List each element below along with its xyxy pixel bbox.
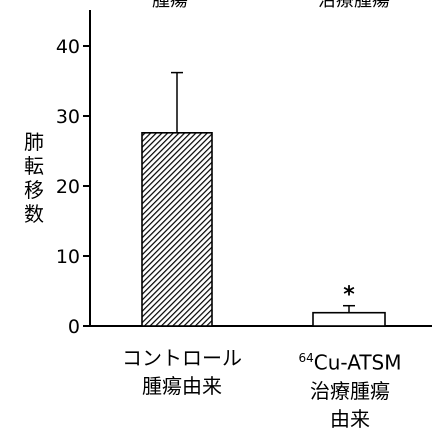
x-category-text: Cu-ATSM <box>313 350 402 375</box>
isotope-superscript: 64 <box>298 351 314 365</box>
y-tick-label: 10 <box>56 246 80 268</box>
x-category-line: 64Cu-ATSM <box>280 344 420 377</box>
x-category-label-control: コントロール 腫瘍由来 <box>112 344 252 400</box>
x-category-line: 由来 <box>330 406 370 431</box>
x-category-line: コントロール <box>122 346 242 370</box>
bar <box>141 132 213 327</box>
header-text-left: 腫瘍 <box>152 0 188 11</box>
significance-asterisk: * <box>343 283 355 308</box>
bar <box>312 311 386 327</box>
y-tick-label: 20 <box>56 176 80 198</box>
y-tick-label: 0 <box>68 316 80 338</box>
header-text-right: 治療腫瘍 <box>318 0 390 11</box>
x-category-line: 治療腫瘍 <box>310 378 390 403</box>
y-tick-label: 30 <box>56 106 80 128</box>
y-axis-label: 肺転移数 <box>24 130 44 226</box>
x-category-line: 腫瘍由来 <box>142 374 222 398</box>
x-category-label-treated: 64Cu-ATSM 治療腫瘍 由来 <box>280 344 420 433</box>
y-tick-label: 40 <box>56 36 80 58</box>
